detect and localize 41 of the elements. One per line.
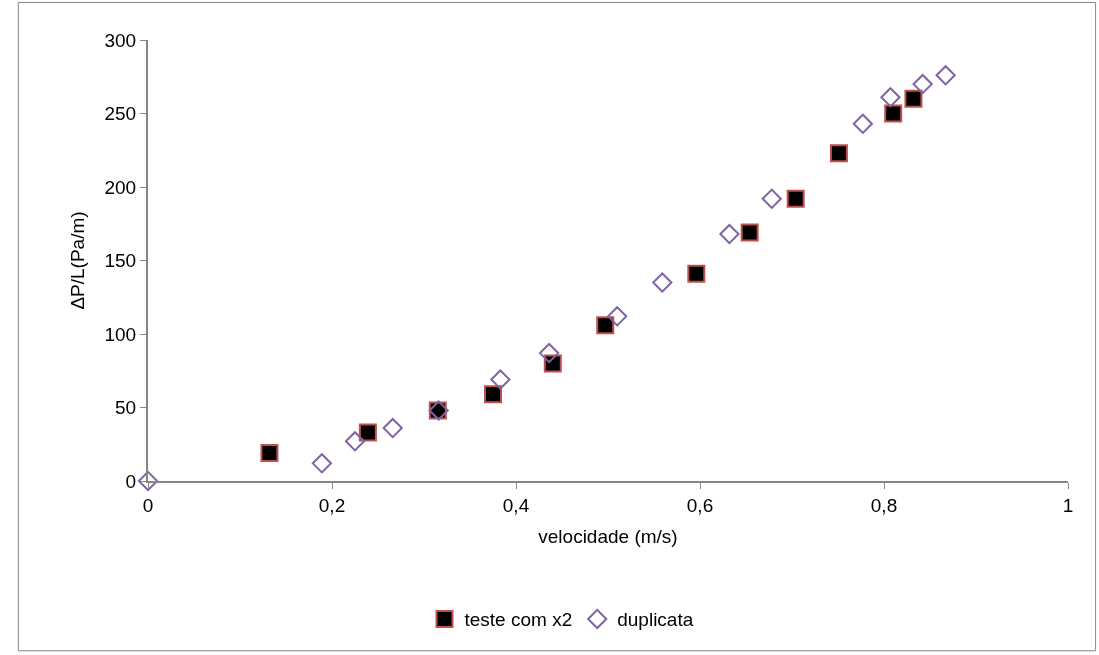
x-tick-label: 0,4	[502, 494, 530, 516]
point	[719, 223, 740, 245]
y-axis-title: ΔP/L(Pa/m)	[66, 211, 88, 310]
point	[687, 264, 706, 283]
point	[358, 423, 377, 442]
point	[935, 65, 956, 86]
x-axis-title: velocidade (m/s)	[538, 526, 678, 548]
y-tick-label: 250	[104, 103, 137, 125]
y-tick-label: 0	[125, 470, 137, 492]
point	[484, 385, 502, 404]
point	[607, 306, 628, 327]
point	[652, 272, 673, 293]
point	[596, 316, 615, 335]
point	[912, 74, 933, 95]
legend-label: duplicata	[617, 609, 694, 631]
point	[137, 470, 159, 492]
x-tick-label: 1	[1062, 494, 1074, 516]
legend-label: teste com x2	[464, 609, 573, 631]
y-tick-label: 150	[104, 250, 137, 272]
y-tick-label: 50	[115, 397, 137, 419]
point	[786, 189, 805, 208]
x-tick-label: 0	[142, 494, 154, 516]
y-tick-label: 200	[104, 176, 137, 198]
point	[311, 453, 332, 474]
x-tick-label: 0,6	[686, 494, 714, 516]
point	[382, 417, 403, 439]
x-tick-label: 0,2	[318, 494, 346, 516]
point	[880, 87, 901, 108]
point	[829, 144, 848, 163]
y-tick-label: 100	[104, 323, 137, 345]
point	[904, 89, 923, 108]
point	[260, 444, 279, 463]
point	[490, 369, 511, 390]
x-tick-label: 0,8	[870, 494, 898, 516]
point	[884, 104, 903, 123]
y-tick-label: 300	[104, 29, 137, 51]
point	[852, 113, 873, 134]
point	[539, 343, 560, 364]
point	[344, 431, 366, 452]
point	[761, 188, 782, 209]
point	[740, 223, 759, 242]
